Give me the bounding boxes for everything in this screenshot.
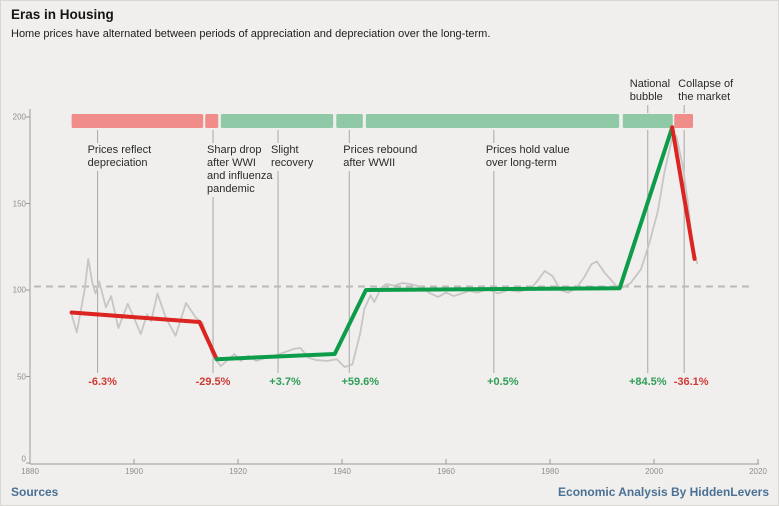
era-bar-segment [674,114,693,128]
y-axis-tick-label: 0 [21,454,26,464]
x-axis-tick-label: 1960 [437,467,455,476]
x-axis-tick-label: 1920 [229,467,247,476]
era-bar-segment [205,114,219,128]
chart-subtitle: Home prices have alternated between peri… [11,28,491,40]
era-national-bubble-label: National bubble [627,77,673,105]
era-collapse-change-pct: -36.1% [671,376,711,388]
era-hold-value-change-pct: +0.5% [485,376,521,388]
y-axis-tick-label: 100 [12,285,26,295]
x-axis-tick-label: 1880 [21,467,39,476]
era-bar-segment [622,114,673,128]
era-bar-segment [220,114,334,128]
x-axis-tick-label: 1940 [333,467,351,476]
era-slight-recovery-change-pct: +3.7% [267,376,303,388]
era-wwii-rebound-label: Prices rebound after WWII [341,143,420,171]
trend-line-segment [69,310,219,362]
x-axis-tick-label: 2020 [749,467,767,476]
chart-title: Eras in Housing [11,7,114,22]
y-axis-tick-label: 50 [17,372,26,381]
trend-line-segment [670,125,697,261]
era-depreciation-label: Prices reflect depreciation [85,143,154,171]
era-wwi-drop-change-pct: -29.5% [193,376,233,388]
era-wwi-drop-label: Sharp drop after WWI and influenza pande… [205,143,275,197]
hiddenlevers-credit-link[interactable]: Economic Analysis By HiddenLevers [558,485,769,499]
era-hold-value-label: Prices hold value over long-term [483,143,572,171]
era-collapse-label: Collapse of the market [676,77,736,105]
era-bar-segment [71,114,204,128]
sources-link[interactable]: Sources [11,485,59,499]
era-national-bubble-change-pct: +84.5% [626,376,669,388]
era-bar-segment [365,114,620,128]
x-axis-tick-label: 1900 [125,467,143,476]
era-wwii-rebound-change-pct: +59.6% [339,376,382,388]
x-axis-tick-label: 2000 [645,467,663,476]
y-axis-tick-label: 200 [12,112,26,122]
x-axis-tick-label: 1980 [541,467,559,476]
era-depreciation-change-pct: -6.3% [86,376,119,388]
y-axis-tick-label: 150 [12,199,26,208]
era-slight-recovery-label: Slight recovery [269,143,316,171]
trend-line-segment [214,125,675,362]
era-bar-segment [336,114,363,128]
